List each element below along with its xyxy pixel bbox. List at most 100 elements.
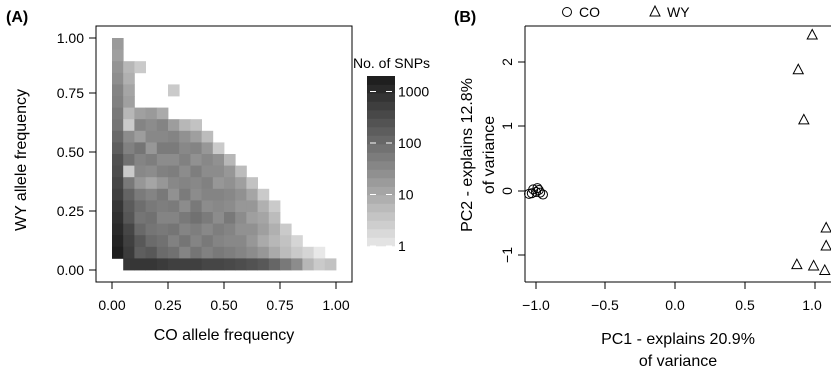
heatmap-cell xyxy=(224,212,236,224)
heatmap-cell xyxy=(246,246,258,259)
heatmap-cell xyxy=(190,200,202,213)
heatmap-cell xyxy=(190,188,202,201)
heatmap-cell xyxy=(179,119,191,132)
heatmap-cell xyxy=(246,200,258,213)
heatmap-cell xyxy=(134,258,146,271)
heatmap-cell xyxy=(134,61,146,74)
y-axis-title-line2: of variance xyxy=(481,116,498,194)
colorbar-segment xyxy=(367,212,395,221)
heatmap-cell xyxy=(179,235,191,248)
heatmap-cell xyxy=(145,119,158,132)
heatmap-cell xyxy=(179,200,191,213)
heatmap-cell xyxy=(145,223,158,236)
heatmap-cell xyxy=(134,223,146,236)
heatmap-cell xyxy=(145,130,158,143)
heatmap-cell xyxy=(123,72,135,85)
heatmap-cell xyxy=(302,246,314,259)
heatmap-cell xyxy=(235,188,247,201)
heatmap-cell xyxy=(235,223,247,236)
heatmap-cell xyxy=(246,223,258,236)
heatmap-cell xyxy=(123,96,135,108)
heatmap-cell xyxy=(224,165,236,178)
x-axis-title: CO allele frequency xyxy=(154,327,295,344)
heatmap-cell xyxy=(291,246,303,259)
colorbar-segment xyxy=(367,93,395,102)
heatmap-cell xyxy=(112,72,124,85)
heatmap-cell xyxy=(112,142,124,155)
colorbar-segment xyxy=(367,237,395,247)
heatmap-cell xyxy=(257,188,270,201)
heatmap-cell xyxy=(168,154,180,166)
heatmap-cell xyxy=(112,130,124,143)
heatmap-cell xyxy=(212,235,225,248)
heatmap-cell xyxy=(179,165,191,178)
colorbar-segment xyxy=(367,144,395,153)
heatmap-cell xyxy=(190,223,202,236)
heatmap-cell xyxy=(145,188,158,201)
heatmap-cell xyxy=(112,188,124,201)
heatmap-cell xyxy=(179,154,191,166)
heatmap-cell xyxy=(168,177,180,190)
heatmap-cell xyxy=(179,188,191,201)
heatmap-cell xyxy=(246,188,258,201)
heatmap-cell xyxy=(156,130,169,143)
heatmap-cell xyxy=(280,235,292,248)
heatmap-cell xyxy=(112,96,124,108)
heatmap-cell xyxy=(112,177,124,190)
x-tick-label: 1.0 xyxy=(802,297,822,313)
heatmap-cell xyxy=(145,154,158,166)
x-axis-title-line2: of variance xyxy=(639,353,717,370)
scatter-x-axis: −1.0 −0.5 0.0 0.5 1.0 xyxy=(522,282,822,313)
heatmap-cell xyxy=(201,188,214,201)
heatmap-cell xyxy=(212,246,225,259)
heatmap-cell xyxy=(268,246,281,259)
heatmap-cell xyxy=(313,246,326,259)
heatmap-cell xyxy=(179,258,191,271)
panel-a-label: (A) xyxy=(6,9,28,26)
colorbar-segment xyxy=(367,84,395,94)
heatmap-cell xyxy=(190,130,202,143)
heatmap-cell xyxy=(168,130,180,143)
heatmap-cell xyxy=(123,200,135,213)
heatmap-cell xyxy=(268,223,281,236)
heatmap-cell xyxy=(201,200,214,213)
heatmap-cell xyxy=(224,200,236,213)
scatter-points xyxy=(524,28,831,275)
heatmap-cell xyxy=(201,223,214,236)
heatmap-cell xyxy=(291,258,303,271)
heatmap-cell xyxy=(268,258,281,271)
heatmap-cell xyxy=(246,177,258,190)
colorbar-legend: No. of SNPs 1000 100 10 1 xyxy=(353,55,430,254)
panel-b: (B) CO WY −1.0 −0.5 0.0 0.5 1.0 xyxy=(454,4,831,370)
heatmap-cell xyxy=(235,165,247,178)
heatmap-cell xyxy=(179,246,191,259)
heatmap-cell xyxy=(179,177,191,190)
heatmap-cell xyxy=(123,235,135,248)
heatmap-cell xyxy=(235,246,247,259)
heatmap-cell xyxy=(145,177,158,190)
y-tick-label: −1 xyxy=(499,247,515,263)
panel-a: (A) 0.00 0.25 0.50 0.75 1.00 0.00 0.25 0… xyxy=(6,9,430,344)
heatmap-cell xyxy=(145,258,158,271)
point-wy xyxy=(820,221,831,233)
heatmap-cell xyxy=(168,119,180,132)
heatmap-cell xyxy=(190,142,202,155)
colorbar-segment xyxy=(367,76,395,85)
heatmap-cell xyxy=(112,246,124,259)
heatmap-cell xyxy=(112,235,124,248)
y-axis-title: WY allele frequency xyxy=(13,89,30,231)
y-tick-label: 1 xyxy=(499,122,515,130)
heatmap-cell xyxy=(168,212,180,224)
heatmap-cell xyxy=(224,223,236,236)
heatmap-cell xyxy=(156,119,169,132)
x-tick-label: 0.25 xyxy=(154,297,181,313)
heatmap-cell xyxy=(123,154,135,166)
heatmap-cell xyxy=(291,235,303,248)
legend-marker-triangle xyxy=(649,4,661,17)
heatmap-y-axis: 0.00 0.25 0.50 0.75 1.00 xyxy=(57,30,96,278)
heatmap-cell xyxy=(190,165,202,178)
heatmap-cell xyxy=(313,258,326,271)
heatmap-cell xyxy=(145,235,158,248)
point-wy xyxy=(798,113,810,125)
heatmap-cell xyxy=(201,212,214,224)
